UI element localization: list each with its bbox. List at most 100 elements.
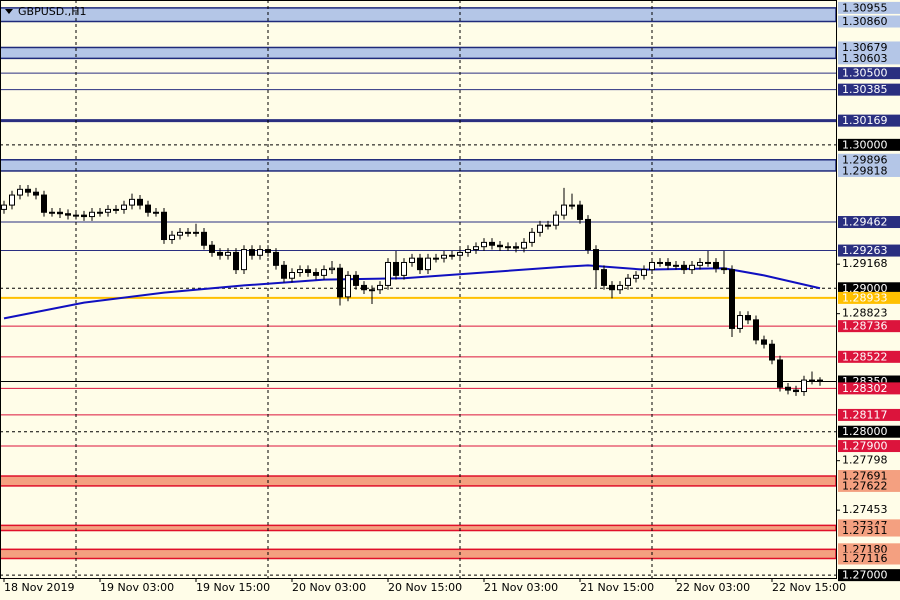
- zone: [0, 548, 837, 560]
- price-label-bg: [838, 320, 900, 333]
- zone: [0, 7, 837, 23]
- candle-body: [601, 269, 607, 286]
- candle-body: [705, 261, 711, 264]
- candle-body: [169, 234, 175, 241]
- candle-body: [209, 244, 215, 253]
- chart-title: GBPUSD.,H1: [18, 5, 86, 18]
- candle-body: [793, 389, 799, 393]
- candle-body: [385, 261, 391, 286]
- price-label: 1.29462: [842, 216, 888, 229]
- candle-body: [689, 264, 695, 271]
- candle-body: [529, 231, 535, 243]
- price-label: 1.29000: [842, 282, 888, 295]
- candle-body: [521, 241, 527, 249]
- candle-body: [609, 284, 615, 291]
- x-tick-label: 19 Nov 03:00: [100, 581, 174, 594]
- price-label: 1.30860: [842, 15, 888, 28]
- price-label: 1.29818: [842, 164, 888, 177]
- candle-body: [345, 274, 351, 298]
- vertical-grid: [75, 0, 653, 578]
- candle-body: [417, 257, 423, 271]
- candle-body: [241, 249, 247, 271]
- price-label: 1.27311: [842, 524, 888, 537]
- price-label-bg: [838, 164, 900, 177]
- price-label: 1.28117: [842, 408, 888, 421]
- price-label-bg: [838, 382, 900, 395]
- candle-body: [697, 261, 703, 266]
- candle-body: [505, 246, 511, 249]
- zone: [0, 524, 837, 532]
- candle-body: [625, 277, 631, 286]
- candle-body: [201, 231, 207, 246]
- price-label-bg: [838, 216, 900, 229]
- candle-body: [681, 264, 687, 271]
- candle-body: [81, 214, 87, 218]
- price-label: 1.29896: [842, 153, 888, 166]
- candle-body: [249, 249, 255, 256]
- candle-body: [665, 261, 671, 266]
- candle-body: [97, 211, 103, 214]
- axis-layer: 18 Nov 2019 19 Nov 03:00 19 Nov 15:00 20 No…: [3, 1, 900, 594]
- candle-body: [569, 204, 575, 207]
- price-label-bg: [838, 524, 900, 537]
- zone: [0, 159, 837, 172]
- zone: [0, 475, 837, 487]
- price-label-bg: [838, 114, 900, 127]
- candle-body: [641, 269, 647, 276]
- x-tick-label: 18 Nov 2019: [4, 581, 74, 594]
- candle-body: [129, 198, 135, 206]
- candle-body: [809, 379, 815, 382]
- price-label-bg: [838, 425, 900, 438]
- price-label: 1.29263: [842, 244, 888, 257]
- candle-body: [489, 241, 495, 246]
- price-label: 1.28302: [842, 382, 888, 395]
- price-label: 1.27000: [842, 569, 888, 582]
- candle-body: [769, 343, 775, 361]
- price-label-bg: [838, 138, 900, 151]
- candle-body: [753, 319, 759, 341]
- x-tick-label: 19 Nov 15:00: [196, 581, 270, 594]
- candle-body: [25, 188, 31, 193]
- price-label-bg: [838, 83, 900, 96]
- candle-body: [105, 208, 111, 213]
- price-label: 1.27116: [842, 552, 888, 565]
- candle-body: [721, 267, 727, 271]
- candle-body: [1, 204, 7, 210]
- candle-body: [545, 224, 551, 227]
- price-label: 1.30603: [842, 52, 888, 65]
- candle-body: [329, 267, 335, 271]
- price-label: 1.30169: [842, 114, 888, 127]
- candle-body: [121, 204, 127, 210]
- candle-body: [561, 204, 567, 216]
- price-label-bg: [838, 52, 900, 65]
- price-label: 1.27691: [842, 470, 888, 483]
- price-label-bg: [838, 569, 900, 582]
- x-tick-label: 22 Nov 15:00: [772, 581, 846, 594]
- candle-body: [233, 251, 239, 271]
- x-tick-label: 21 Nov 03:00: [484, 581, 558, 594]
- candle-body: [137, 198, 143, 206]
- candle-body: [321, 269, 327, 276]
- price-label-bg: [838, 244, 900, 257]
- candle-body: [113, 208, 119, 211]
- price-label-bg: [838, 470, 900, 483]
- y-tick-label: 1.27798: [842, 454, 888, 467]
- y-tick-label: 1.27453: [842, 503, 888, 516]
- candle-body: [281, 264, 287, 279]
- candle-body: [497, 244, 503, 248]
- candle-body: [481, 241, 487, 248]
- y-tick-label: 1.29168: [842, 257, 888, 270]
- price-label-bg: [838, 1, 900, 14]
- candle-body: [273, 251, 279, 266]
- price-label-bg: [838, 543, 900, 556]
- x-tick-label: 20 Nov 03:00: [292, 581, 366, 594]
- price-label-bg: [838, 440, 900, 453]
- candle-body: [297, 269, 303, 274]
- candle-body: [729, 269, 735, 329]
- price-label: 1.30679: [842, 41, 888, 54]
- candle-body: [65, 213, 71, 216]
- price-label: 1.30385: [842, 83, 888, 96]
- candle-body: [585, 218, 591, 251]
- menu-arrow[interactable]: [5, 9, 13, 14]
- candle-body: [433, 257, 439, 260]
